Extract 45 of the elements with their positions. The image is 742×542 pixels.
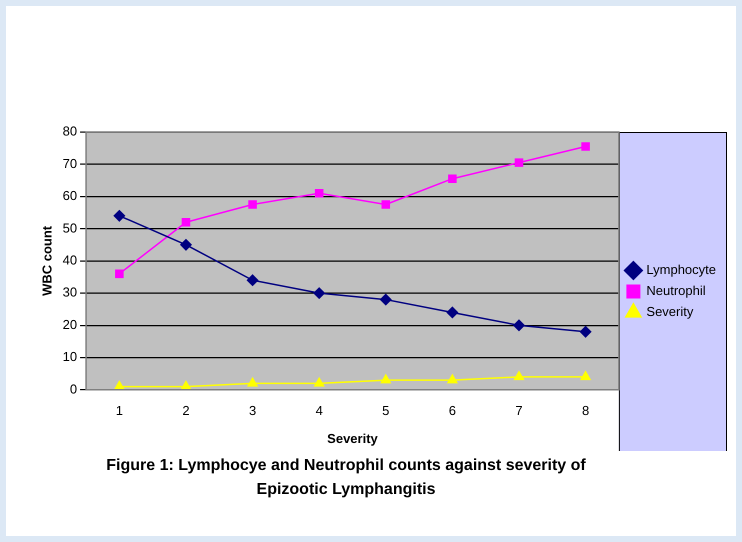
y-tick-label: 10 <box>62 349 78 364</box>
y-tick-label: 30 <box>62 284 78 300</box>
y-tick-label: 40 <box>62 252 78 268</box>
point <box>380 374 391 384</box>
x-tick-label: 3 <box>248 403 256 418</box>
x-tick-label: 8 <box>582 403 590 418</box>
point <box>381 200 390 209</box>
y-tick-label: 80 <box>62 124 78 139</box>
point <box>246 274 258 286</box>
legend-label: Severity <box>646 304 694 320</box>
point <box>448 174 457 184</box>
x-tick-label: 1 <box>116 403 123 418</box>
point <box>514 158 524 167</box>
y-tick-label: 50 <box>62 220 78 236</box>
x-tick-label: 2 <box>182 403 190 418</box>
point <box>580 326 592 338</box>
caption: Figure 1: Lymphocye and Neutrophil counts against severity of Epizootic Lymphangitis <box>105 456 587 500</box>
point <box>514 371 524 380</box>
legend-label: Neutrophil <box>646 283 706 298</box>
x-tick-label: 5 <box>382 403 390 418</box>
y-tick-label: 70 <box>62 156 78 171</box>
point <box>380 294 392 306</box>
x-tick-label: 6 <box>448 403 456 418</box>
x-tick-label: 7 <box>515 403 523 418</box>
point <box>314 378 324 387</box>
point <box>513 320 525 332</box>
legend-label: Lymphocyte <box>646 262 716 278</box>
point <box>446 306 458 318</box>
point <box>114 210 126 222</box>
point <box>182 218 190 227</box>
x-tick-label: 4 <box>316 403 323 418</box>
point <box>248 200 257 209</box>
point <box>581 142 590 151</box>
y-tick-label: 60 <box>62 188 78 204</box>
point <box>314 188 324 198</box>
point <box>247 378 258 387</box>
point <box>313 287 325 299</box>
x-axis-title: Severity <box>327 430 379 446</box>
point <box>180 239 192 251</box>
y-axis-title: WBC count <box>39 225 54 296</box>
point <box>580 371 591 380</box>
point <box>447 374 458 384</box>
y-tick-label: 0 <box>70 381 78 396</box>
y-tick-label: 20 <box>62 316 78 332</box>
point <box>115 270 124 278</box>
